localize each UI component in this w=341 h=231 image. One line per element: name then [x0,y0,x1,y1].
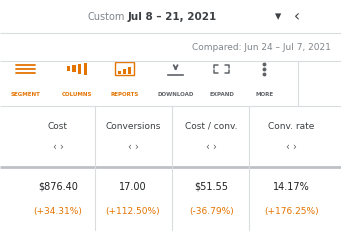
Text: REPORTS: REPORTS [110,92,139,97]
Text: ‹ ›: ‹ › [286,142,297,152]
Bar [84,63,87,75]
Bar [128,67,131,74]
Text: Cost / conv.: Cost / conv. [185,122,238,131]
Text: (+34.31%): (+34.31%) [33,207,83,216]
Text: 17.00: 17.00 [119,182,147,191]
Text: $876.40: $876.40 [38,182,78,191]
Text: Conversions: Conversions [105,122,161,131]
Bar [78,64,81,74]
Text: ‹: ‹ [294,9,300,24]
Text: Compared: Jun 24 – Jul 7, 2021: Compared: Jun 24 – Jul 7, 2021 [192,43,331,52]
Text: SEGMENT: SEGMENT [11,92,41,97]
Text: (+176.25%): (+176.25%) [264,207,319,216]
Text: Cost: Cost [48,122,68,131]
Text: ▾: ▾ [275,10,281,23]
Bar [67,66,70,71]
Text: Conv. rate: Conv. rate [268,122,315,131]
Text: MORE: MORE [255,92,273,97]
Text: Custom: Custom [87,12,124,22]
Text: ‹ ›: ‹ › [206,142,217,152]
Text: Jul 8 – 21, 2021: Jul 8 – 21, 2021 [128,12,217,22]
Bar [115,62,134,75]
Bar [118,71,121,74]
Bar [123,69,126,74]
Text: (+112.50%): (+112.50%) [106,207,160,216]
Text: EXPAND: EXPAND [209,92,234,97]
Bar [72,65,75,73]
Text: DOWNLOAD: DOWNLOAD [158,92,194,97]
Text: (-36.79%): (-36.79%) [189,207,234,216]
Text: 14.17%: 14.17% [273,182,310,191]
Text: ‹ ›: ‹ › [128,142,138,152]
Text: ‹ ›: ‹ › [53,142,63,152]
Text: COLUMNS: COLUMNS [61,92,92,97]
Text: $51.55: $51.55 [194,182,228,191]
